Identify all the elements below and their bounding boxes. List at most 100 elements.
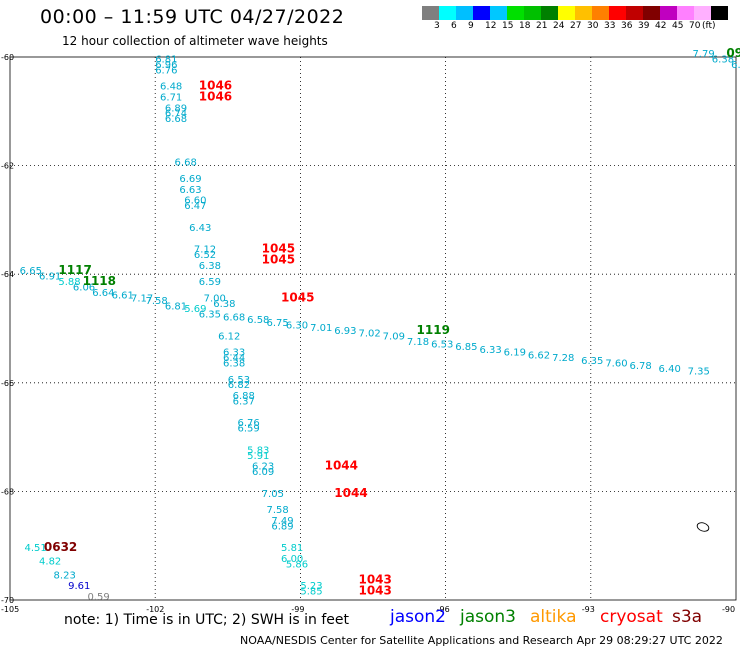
wave-height-value: 6.53: [228, 375, 250, 386]
legend-swatch: [507, 6, 524, 20]
wave-height-value: 6.53: [431, 340, 453, 351]
pass-id-label: 09: [726, 46, 740, 60]
pass-id-label: 1046: [199, 79, 232, 93]
legend-label: 70: [689, 21, 701, 31]
lon-tick-label: -102: [146, 605, 164, 614]
legend-label: 24: [553, 21, 565, 31]
color-legend: [422, 6, 728, 20]
legend-label: 12: [485, 21, 497, 31]
lon-tick-label: -90: [722, 605, 735, 614]
wave-height-value: 5.91: [247, 451, 269, 462]
wave-height-value: 6.89: [165, 103, 187, 114]
wave-height-value: 5.81: [281, 543, 303, 554]
legend-swatch: [609, 6, 626, 20]
wave-height-value: 6.44: [223, 353, 245, 364]
legend-label: 33: [604, 21, 616, 31]
lon-tick-label: -96: [437, 605, 450, 614]
legend-swatch: [626, 6, 643, 20]
wave-height-value: 8.23: [54, 570, 76, 581]
wave-height-value: 7.58: [146, 296, 168, 307]
footer-note: note: 1) Time is in UTC; 2) SWH is in fe…: [64, 612, 350, 628]
wave-height-value: 6.68: [223, 312, 245, 323]
map-frame: [9, 56, 737, 601]
lat-tick-label: -70: [1, 596, 14, 605]
lon-tick-label: -93: [582, 605, 595, 614]
wave-height-value: 6.12: [218, 331, 240, 342]
wave-height-value: 9.61: [68, 581, 90, 592]
legend-label: (ft): [702, 21, 716, 31]
legend-swatch: [439, 6, 456, 20]
wave-height-value: 6.81: [155, 54, 177, 65]
pass-id-label: 1045: [262, 252, 295, 266]
legend-swatch: [694, 6, 711, 20]
wave-height-value: 7.09: [383, 331, 405, 342]
lat-tick-label: -68: [1, 487, 14, 496]
wave-height-value: 6.58: [247, 315, 269, 326]
legend-swatch: [677, 6, 694, 20]
wave-height-value: 6.4: [731, 60, 740, 71]
pass-id-label: 0632: [44, 540, 77, 554]
wave-height-value: 5.85: [300, 587, 322, 598]
pass-id-label: 1044: [334, 486, 367, 500]
satellite-label-jason2: jason2: [390, 607, 446, 627]
lon-tick-label: -105: [1, 605, 19, 614]
wave-height-value: 6.71: [160, 92, 182, 103]
wave-height-value: 6.74: [165, 109, 187, 120]
legend-label: 15: [502, 21, 514, 31]
wave-height-value: 7.28: [552, 353, 574, 364]
wave-height-value: 5.69: [184, 304, 206, 315]
pass-id-label: 1045: [281, 290, 314, 304]
wave-height-value: 6.47: [184, 201, 206, 212]
wave-height-value: 6.78: [630, 361, 652, 372]
wave-height-value: 0.59: [87, 592, 109, 603]
wave-height-value: 6.91: [39, 272, 61, 283]
map-title: 00:00 – 11:59 UTC 04/27/2022: [40, 6, 345, 28]
wave-height-value: 6.00: [281, 554, 303, 565]
wave-height-value: 6.68: [165, 114, 187, 125]
wave-height-value: 6.09: [252, 467, 274, 478]
wave-height-value: 7.12: [194, 244, 216, 255]
wave-height-value: 6.63: [179, 185, 201, 196]
legend-swatch: [558, 6, 575, 20]
satellite-label-cryosat: cryosat: [600, 607, 663, 627]
wave-height-value: 4.82: [39, 557, 61, 568]
wave-height-value: 6.76: [155, 65, 177, 76]
wave-height-value: 5.83: [247, 445, 269, 456]
legend-swatch: [643, 6, 660, 20]
wave-height-value: 6.81: [165, 301, 187, 312]
island-outline: [696, 522, 710, 532]
pass-id-label: 1043: [358, 573, 391, 587]
wave-height-value: 6.35: [199, 310, 221, 321]
map-subtitle: 12 hour collection of altimeter wave hei…: [62, 34, 328, 48]
wave-height-value: 6.23: [252, 462, 274, 473]
wave-height-value: 6.38: [712, 54, 734, 65]
legend-label: 27: [570, 21, 582, 31]
legend-label: 3: [434, 21, 440, 31]
wave-height-value: 6.30: [286, 321, 308, 332]
wave-height-value: 6.43: [189, 223, 211, 234]
legend-swatch: [473, 6, 490, 20]
legend-label: 42: [655, 21, 667, 31]
wave-height-value: 4.51: [25, 543, 47, 554]
wave-height-value: 6.38: [213, 299, 235, 310]
lon-tick-label: -99: [291, 605, 304, 614]
wave-height-value: 6.85: [455, 342, 477, 353]
lat-tick-label: -64: [1, 270, 14, 279]
wave-height-value: 7.00: [204, 293, 226, 304]
wave-height-value: 7.58: [267, 505, 289, 516]
pass-id-label: 1117: [58, 263, 91, 277]
wave-height-value: 5.23: [300, 581, 322, 592]
wave-height-value: 7.60: [605, 359, 627, 370]
wave-height-value: 5.86: [286, 559, 308, 570]
wave-height-value: 6.19: [504, 348, 526, 359]
wave-height-value: 6.82: [228, 380, 250, 391]
wave-height-value: 6.40: [659, 364, 681, 375]
wave-height-value: 6.38: [199, 261, 221, 272]
satellite-label-altika: altika: [530, 607, 577, 627]
legend-label: 36: [621, 21, 633, 31]
wave-height-value: 6.76: [237, 418, 259, 429]
wave-height-value: 6.88: [233, 391, 255, 402]
wave-height-value: 6.35: [581, 356, 603, 367]
wave-height-value: 6.52: [194, 250, 216, 261]
